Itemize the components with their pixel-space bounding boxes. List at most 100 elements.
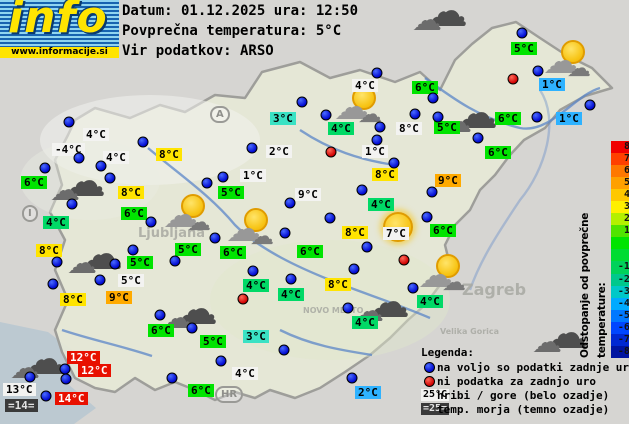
city-label: Ljubljana: [138, 226, 206, 241]
red-dot-icon: [424, 375, 435, 387]
legend: Legenda: na voljo so podatki zadnje ure n…: [421, 346, 629, 416]
station-dot-blue: [51, 256, 63, 268]
temp-label: 8°C: [396, 122, 422, 135]
scale-cell: -2°C: [611, 273, 629, 286]
station-dot-blue: [47, 278, 59, 290]
station-dot-blue: [40, 390, 52, 402]
station-dot-blue: [186, 322, 198, 334]
temp-label: 1°C: [539, 78, 565, 91]
deviation-scale: Odstopanje od povprečne temperature: 8°C…: [577, 141, 629, 358]
temp-label: 4°C: [103, 151, 129, 164]
temp-label: 9°C: [295, 188, 321, 201]
country-badge-a: A: [210, 106, 230, 123]
cloud-glyph: ☁: [163, 195, 199, 236]
station-dot-blue: [320, 109, 332, 121]
station-dot-red: [237, 293, 249, 305]
sun-icon: [181, 194, 205, 218]
temp-label: 5°C: [511, 42, 537, 55]
white-label-sample: 25°C: [421, 389, 450, 401]
legend-marker: 25°C: [421, 389, 450, 401]
city-label: Zagreb: [462, 280, 527, 299]
temp-label: 5°C: [200, 335, 226, 348]
sun-icon: [244, 208, 268, 232]
sun-icon: [561, 40, 585, 64]
temp-label: 1°C: [240, 169, 266, 182]
legend-title: Legenda:: [421, 346, 474, 359]
country-badge-hr: HR: [215, 386, 244, 403]
station-dot-blue: [278, 344, 290, 356]
temp-label: 6°C: [412, 81, 438, 94]
station-dot-red: [325, 146, 337, 158]
station-dot-blue: [371, 134, 383, 146]
city-label: NOVO MESTO: [303, 306, 364, 315]
country-badge-i: I: [22, 205, 38, 222]
station-dot-blue: [145, 216, 157, 228]
temp-label: 6°C: [148, 324, 174, 337]
station-dot-blue: [66, 198, 78, 210]
temp-label: 6°C: [297, 245, 323, 258]
header-source-line: Vir podatkov: ARSO: [122, 43, 274, 59]
temp-label: 5°C: [218, 186, 244, 199]
scale-cell: -7°C: [611, 333, 629, 346]
logo-wordmark: info: [8, 0, 108, 43]
temp-label: 8°C: [372, 168, 398, 181]
station-dot-red: [398, 254, 410, 266]
scale-cell: 6°C: [611, 165, 629, 178]
scale-cell: [611, 249, 629, 262]
temp-label: 5°C: [175, 243, 201, 256]
station-dot-blue: [246, 142, 258, 154]
sun-icon: [436, 254, 460, 278]
legend-item-text: hribi / gore (belo ozadje): [437, 388, 610, 402]
scale-cell: 7°C: [611, 153, 629, 166]
scale-cell: 3°C: [611, 201, 629, 214]
legend-item: na voljo so podatki zadnje ure: [421, 360, 629, 374]
cloud-glyph: ☁: [532, 325, 562, 360]
cloud-glyph: ☁: [454, 88, 498, 139]
temp-label: 8°C: [60, 293, 86, 306]
city-label: Velika Gorica: [440, 327, 500, 336]
station-dot-blue: [342, 302, 354, 314]
deviation-scale-title: Odstopanje od povprečne temperature:: [579, 212, 608, 358]
station-dot-blue: [432, 111, 444, 123]
legend-item: 25°C hribi / gore (belo ozadje): [421, 388, 629, 402]
temp-label: 2°C: [266, 145, 292, 158]
logo-url-link[interactable]: www.informacije.si: [0, 47, 119, 58]
cloud-glyph: ☁: [567, 54, 591, 82]
station-dot-blue: [516, 27, 528, 39]
station-dot-blue: [109, 258, 121, 270]
temp-label: 8°C: [36, 244, 62, 257]
cloud-glyph: ☁: [544, 308, 588, 359]
temp-label: 9°C: [106, 291, 132, 304]
cloud-glyph: ☁: [412, 3, 442, 38]
station-dot-blue: [217, 171, 229, 183]
legend-marker: =25=: [421, 403, 450, 415]
dark-label-sample: =25=: [421, 403, 450, 415]
temp-label: 12°C: [78, 364, 111, 377]
cloud-glyph: ☁: [334, 87, 370, 128]
scale-cell: -1°C: [611, 261, 629, 274]
temp-label: 4°C: [278, 288, 304, 301]
cloud-glyph: ☁: [543, 41, 579, 82]
legend-item: =25= temp. morja (temno ozadje): [421, 402, 629, 416]
station-dot-blue: [584, 99, 596, 111]
station-dot-blue: [284, 197, 296, 209]
station-dot-blue: [472, 132, 484, 144]
temp-label: 5°C: [127, 256, 153, 269]
scale-cell: -3°C: [611, 285, 629, 298]
station-dot-blue: [426, 186, 438, 198]
temp-label: =14=: [5, 399, 38, 412]
legend-item: ni podatka za zadnjo uro: [421, 374, 629, 388]
temp-label: 9°C: [435, 174, 461, 187]
scale-cell: 4°C: [611, 189, 629, 202]
temp-label: 6°C: [430, 224, 456, 237]
temp-label: 5°C: [434, 121, 460, 134]
temp-label: 8°C: [156, 148, 182, 161]
station-dot-blue: [388, 157, 400, 169]
scale-cell: -5°C: [611, 309, 629, 322]
scale-cell: 8°C: [611, 141, 629, 154]
station-dot-blue: [60, 373, 72, 385]
header-avg-temp-line: Povprečna temperatura: 5°C: [122, 23, 342, 39]
temp-label: 4°C: [328, 122, 354, 135]
